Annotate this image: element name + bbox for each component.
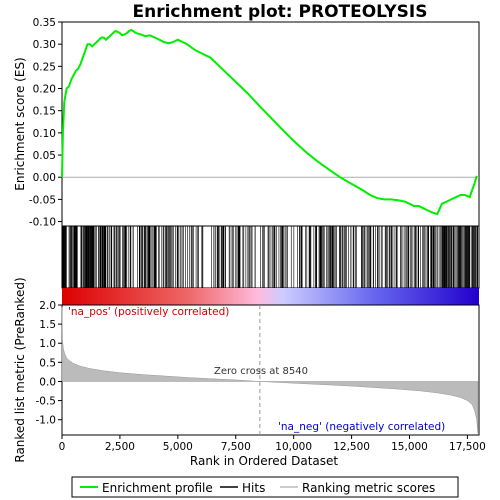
x-tick-label: 15,000 [391,441,428,453]
legend: Enrichment profile Hits Ranking metric s… [72,477,458,497]
legend-es-label: Enrichment profile [102,481,213,495]
es-plot-frame [62,22,479,226]
positive-correlation-label: 'na_pos' (positively correlated) [68,306,229,318]
metric-tick-label: 1.0 [39,338,56,350]
chart-title: Enrichment plot: PROTEOLYSIS [133,2,428,22]
x-tick-label: 12,500 [333,441,370,453]
hits-panel [62,226,479,288]
es-tick-label: 0.20 [33,84,56,96]
es-tick-label: 0.10 [33,128,56,140]
es-tick-label: 0.05 [33,150,56,162]
es-tick-label: -0.05 [29,194,56,206]
metric-tick-label: -1.0 [36,415,57,427]
x-axis-label: Rank in Ordered Dataset [190,454,338,468]
metric-axis-ticks: -1.0 -0.5 0.0 0.5 1.0 1.5 2.0 [36,300,63,427]
es-tick-label: 0.25 [33,61,56,73]
legend-hits-label: Hits [242,481,265,495]
es-tick-label: 0.15 [33,106,56,118]
x-tick-label: 2,500 [105,441,135,453]
metric-axis-label: Ranked list metric (PreRanked) [13,277,27,462]
metric-tick-label: 1.5 [39,319,56,331]
metric-panel: -1.0 -0.5 0.0 0.5 1.0 1.5 2.0 'na_pos' (positi… [13,277,479,462]
es-panel: -0.10 -0.05 0.00 0.05 0.10 0.15 0.20 0.25 0.30 0.… [13,17,479,229]
metric-tick-label: -0.5 [36,396,57,408]
legend-metric-label: Ranking metric scores [302,481,435,495]
hits-frame [62,226,479,288]
x-tick-label: 5,000 [163,441,193,453]
metric-tick-label: 2.0 [39,300,56,312]
negative-correlation-label: 'na_neg' (negatively correlated) [278,421,445,433]
metric-tick-label: 0.5 [39,357,56,369]
es-tick-label: 0.35 [33,17,56,29]
x-tick-label: 10,000 [275,441,312,453]
x-tick-label: 17,500 [449,441,486,453]
zero-cross-label: Zero cross at 8540 [214,366,308,377]
metric-tick-label: 0.0 [39,376,56,388]
x-axis-ticks: 0 2,500 5,000 7,500 10,000 12,500 15,000 17,500 [59,435,486,453]
x-tick-label: 0 [59,441,66,453]
es-axis-label: Enrichment score (ES) [13,57,27,190]
es-tick-label: -0.10 [29,217,56,229]
es-tick-label: 0.30 [33,39,56,51]
es-axis-ticks: -0.10 -0.05 0.00 0.05 0.10 0.15 0.20 0.25 0.30 0.… [29,17,62,229]
x-tick-label: 7,500 [221,441,251,453]
es-tick-label: 0.00 [33,172,56,184]
rank-color-bar [62,288,479,305]
